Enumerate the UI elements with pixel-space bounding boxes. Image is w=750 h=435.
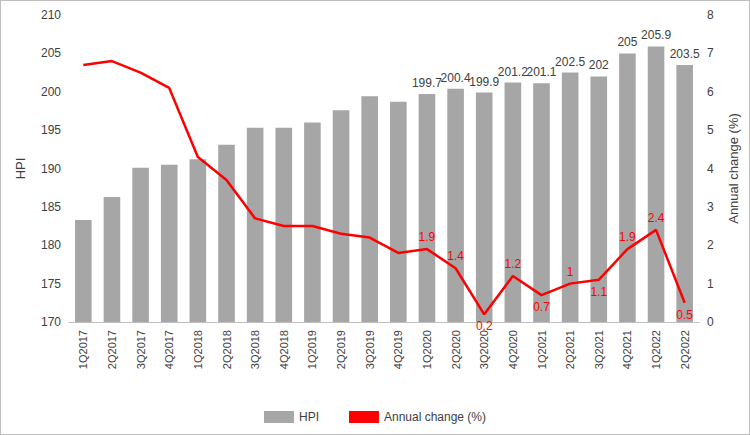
svg-text:8: 8: [707, 8, 714, 22]
svg-text:3Q2018: 3Q2018: [249, 330, 261, 369]
svg-text:170: 170: [41, 315, 61, 329]
svg-text:4Q2017: 4Q2017: [163, 330, 175, 369]
svg-text:Annual change (%): Annual change (%): [726, 113, 741, 224]
svg-text:0: 0: [707, 315, 714, 329]
svg-text:205.9: 205.9: [641, 28, 671, 42]
svg-text:0.2: 0.2: [476, 319, 493, 333]
svg-text:4Q2019: 4Q2019: [392, 330, 404, 369]
svg-text:1: 1: [567, 265, 574, 279]
svg-text:Annual change (%): Annual change (%): [384, 410, 486, 424]
svg-text:1.2: 1.2: [505, 257, 522, 271]
svg-text:4: 4: [707, 162, 714, 176]
svg-text:2Q2017: 2Q2017: [106, 330, 118, 369]
svg-text:195: 195: [41, 123, 61, 137]
svg-text:3Q2021: 3Q2021: [593, 330, 605, 369]
svg-text:203.5: 203.5: [670, 47, 700, 61]
svg-text:0.5: 0.5: [676, 308, 693, 322]
svg-text:175: 175: [41, 277, 61, 291]
svg-text:7: 7: [707, 46, 714, 60]
svg-text:1.9: 1.9: [619, 230, 636, 244]
svg-text:205: 205: [617, 35, 637, 49]
svg-text:6: 6: [707, 85, 714, 99]
svg-text:200.4: 200.4: [441, 71, 471, 85]
svg-text:1.9: 1.9: [419, 230, 436, 244]
svg-text:HPI: HPI: [299, 410, 319, 424]
svg-text:4Q2018: 4Q2018: [278, 330, 290, 369]
svg-text:201.1: 201.1: [526, 65, 556, 79]
svg-text:3Q2020: 3Q2020: [478, 330, 490, 369]
svg-text:HPI: HPI: [13, 158, 28, 180]
svg-text:199.7: 199.7: [412, 76, 442, 90]
svg-text:180: 180: [41, 238, 61, 252]
svg-text:185: 185: [41, 200, 61, 214]
svg-text:200: 200: [41, 85, 61, 99]
svg-text:1: 1: [707, 277, 714, 291]
svg-text:4Q2020: 4Q2020: [507, 330, 519, 369]
svg-text:2Q2022: 2Q2022: [679, 330, 691, 369]
svg-text:2.4: 2.4: [648, 211, 665, 225]
svg-text:1.1: 1.1: [590, 285, 607, 299]
svg-text:1Q2019: 1Q2019: [306, 330, 318, 369]
svg-text:3Q2017: 3Q2017: [135, 330, 147, 369]
svg-text:1Q2021: 1Q2021: [536, 330, 548, 369]
svg-text:190: 190: [41, 162, 61, 176]
svg-text:2Q2021: 2Q2021: [564, 330, 576, 369]
svg-text:3Q2019: 3Q2019: [364, 330, 376, 369]
svg-text:205: 205: [41, 46, 61, 60]
svg-text:199.9: 199.9: [469, 75, 499, 89]
svg-text:202: 202: [589, 58, 609, 72]
svg-text:202.5: 202.5: [555, 55, 585, 69]
svg-text:2Q2018: 2Q2018: [221, 330, 233, 369]
svg-text:1Q2022: 1Q2022: [650, 330, 662, 369]
svg-text:2: 2: [707, 238, 714, 252]
svg-text:0.7: 0.7: [533, 300, 550, 314]
svg-text:4Q2021: 4Q2021: [621, 330, 633, 369]
svg-text:2Q2019: 2Q2019: [335, 330, 347, 369]
svg-text:2Q2020: 2Q2020: [450, 330, 462, 369]
svg-text:1.4: 1.4: [447, 249, 464, 263]
svg-text:201.2: 201.2: [498, 65, 528, 79]
svg-text:5: 5: [707, 123, 714, 137]
svg-text:1Q2018: 1Q2018: [192, 330, 204, 369]
svg-text:1Q2017: 1Q2017: [77, 330, 89, 369]
svg-text:3: 3: [707, 200, 714, 214]
svg-text:210: 210: [41, 8, 61, 22]
svg-text:1Q2020: 1Q2020: [421, 330, 433, 369]
